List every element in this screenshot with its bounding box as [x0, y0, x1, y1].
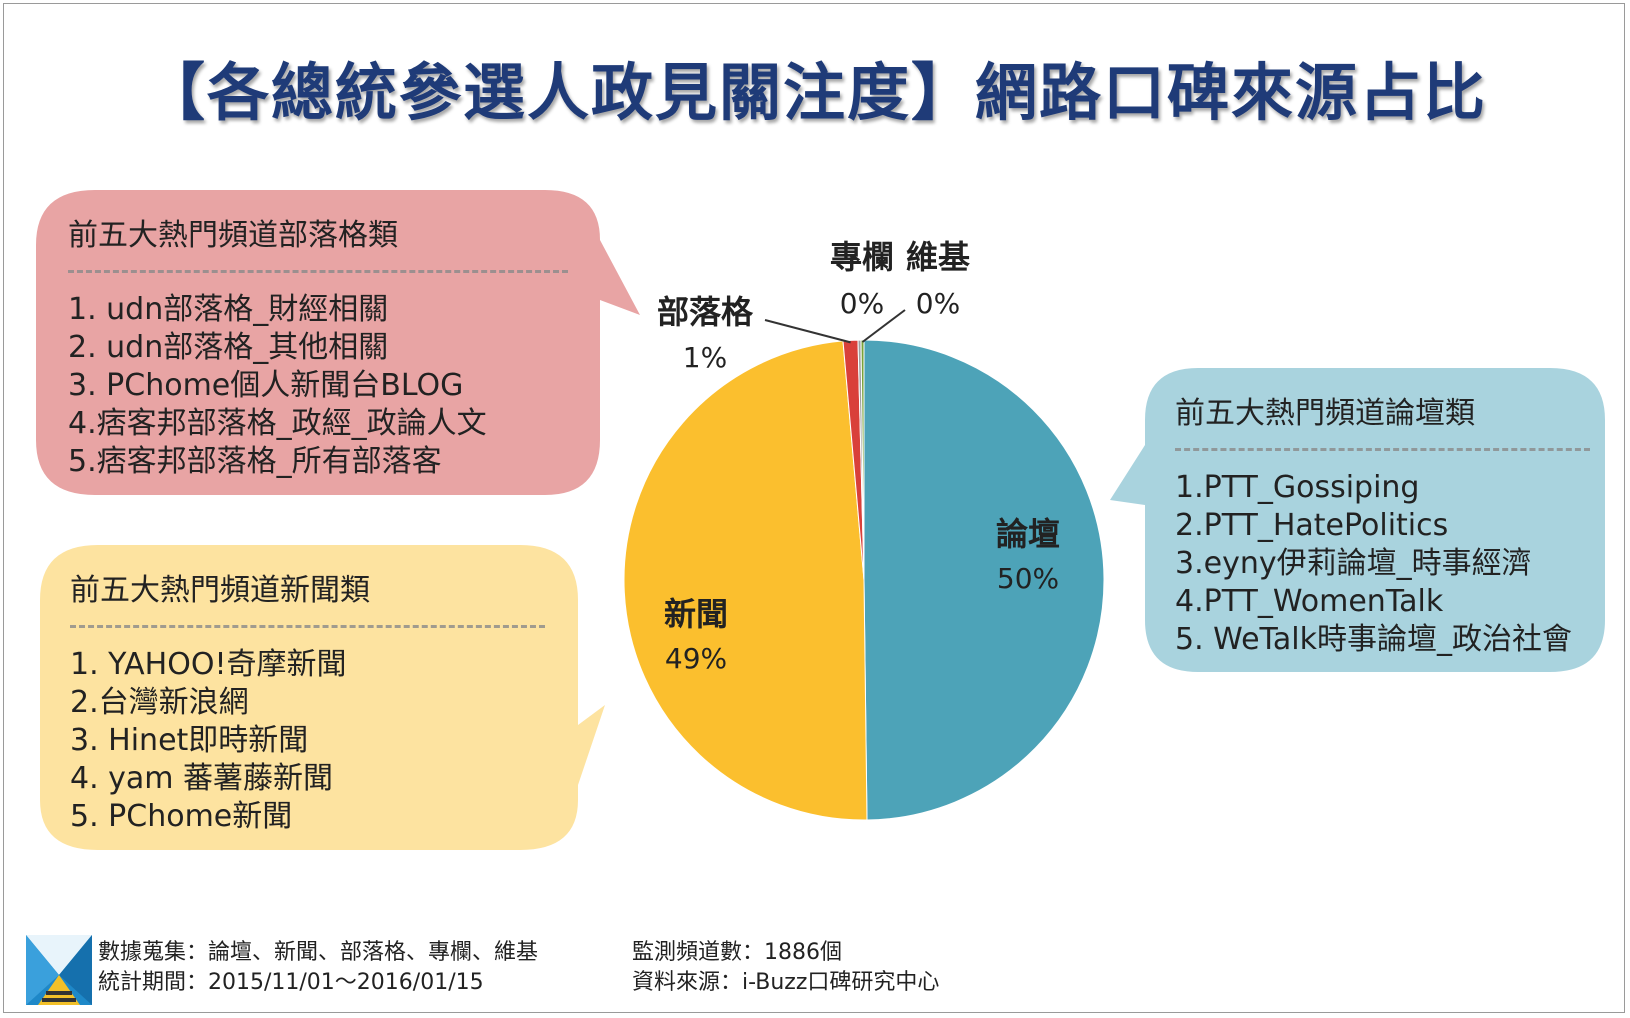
list-item: 2. udn部落格_其他相關 [68, 330, 389, 365]
slice-value-column: 0% [840, 287, 884, 320]
slice-value-forum: 50% [997, 562, 1059, 595]
list-item: 3. Hinet即時新聞 [70, 723, 309, 758]
ibuzz-logo-icon [26, 935, 92, 1005]
forum-bubble-shape [1110, 368, 1605, 672]
slice-label-forum: 論壇 [996, 515, 1060, 553]
footer-right: 監測頻道數：1886個 資料來源：i-Buzz口碑研究中心 [632, 938, 939, 998]
list-item: 2.PTT_HatePolitics [1175, 508, 1449, 543]
slice-value-wiki: 0% [916, 287, 960, 320]
list-item: 4. yam 蕃薯藤新聞 [70, 761, 334, 796]
page-title: 【各總統參選人政見關注度】網路口碑來源占比 [142, 56, 1487, 129]
list-item: 5. PChome新聞 [70, 799, 293, 834]
news-bubble: 前五大熱門頻道新聞類 1. YAHOO!奇摩新聞 2.台灣新浪網 3. Hine… [70, 565, 545, 836]
slice-value-news: 49% [665, 642, 727, 675]
list-item: 1.PTT_Gossiping [1175, 470, 1420, 505]
slice-label-wiki: 維基 [906, 238, 970, 276]
list-item: 5. WeTalk時事論壇_政治社會 [1175, 622, 1572, 657]
footer-period: 統計期間：2015/11/01～2016/01/15 [98, 970, 484, 995]
pie-slices [623, 339, 1105, 821]
list-item: 2.台灣新浪網 [70, 685, 249, 720]
news-divider [70, 625, 545, 628]
news-list: 1. YAHOO!奇摩新聞 2.台灣新浪網 3. Hinet即時新聞 4. ya… [70, 646, 545, 836]
slice-value-blog: 1% [683, 341, 727, 374]
label-blog: 部落格 1% [657, 293, 754, 374]
slice-label-news: 新聞 [664, 595, 728, 633]
footer-channels: 監測頻道數：1886個 [632, 940, 842, 965]
blog-list: 1. udn部落格_財經相關 2. udn部落格_其他相關 3. PChome個… [68, 291, 568, 481]
blog-divider [68, 270, 568, 273]
list-item: 4.痞客邦部落格_政經_政論人文 [68, 406, 487, 441]
label-news: 新聞 49% [664, 595, 728, 675]
footer-left: 數據蒐集：論壇、新聞、部落格、專欄、維基 統計期間：2015/11/01～201… [98, 938, 538, 998]
wiki-leader-line [861, 309, 906, 343]
news-bubble-heading: 前五大熱門頻道新聞類 [70, 573, 370, 608]
pie-slice-news [623, 340, 868, 821]
news-bubble-shape [40, 545, 605, 850]
forum-bubble-heading: 前五大熱門頻道論壇類 [1175, 396, 1475, 431]
blog-bubble-heading: 前五大熱門頻道部落格類 [68, 218, 398, 253]
blog-bubble: 前五大熱門頻道部落格類 1. udn部落格_財經相關 2. udn部落格_其他相… [68, 210, 568, 481]
slice-label-blog: 部落格 [657, 293, 754, 331]
forum-list: 1.PTT_Gossiping 2.PTT_HatePolitics 3.eyn… [1175, 469, 1590, 659]
list-item: 5.痞客邦部落格_所有部落客 [68, 444, 442, 479]
pie-slice-forum [863, 339, 1105, 821]
label-wiki: 維基 0% [906, 238, 970, 320]
label-forum: 論壇 50% [996, 515, 1060, 595]
list-item: 4.PTT_WomenTalk [1175, 584, 1444, 619]
footer-source: 資料來源：i-Buzz口碑研究中心 [632, 970, 940, 995]
list-item: 1. udn部落格_財經相關 [68, 292, 389, 327]
list-item: 3. PChome個人新聞台BLOG [68, 368, 464, 403]
list-item: 3.eyny伊莉論壇_時事經濟 [1175, 546, 1532, 581]
forum-bubble: 前五大熱門頻道論壇類 1.PTT_Gossiping 2.PTT_HatePol… [1175, 388, 1590, 659]
slice-label-column: 專欄 [830, 238, 894, 276]
list-item: 1. YAHOO!奇摩新聞 [70, 647, 347, 682]
blog-leader-line [764, 319, 851, 344]
forum-divider [1175, 448, 1590, 451]
footer-collection: 數據蒐集：論壇、新聞、部落格、專欄、維基 [98, 940, 539, 965]
blog-bubble-shape [36, 190, 640, 495]
label-column: 專欄 0% [830, 238, 894, 320]
